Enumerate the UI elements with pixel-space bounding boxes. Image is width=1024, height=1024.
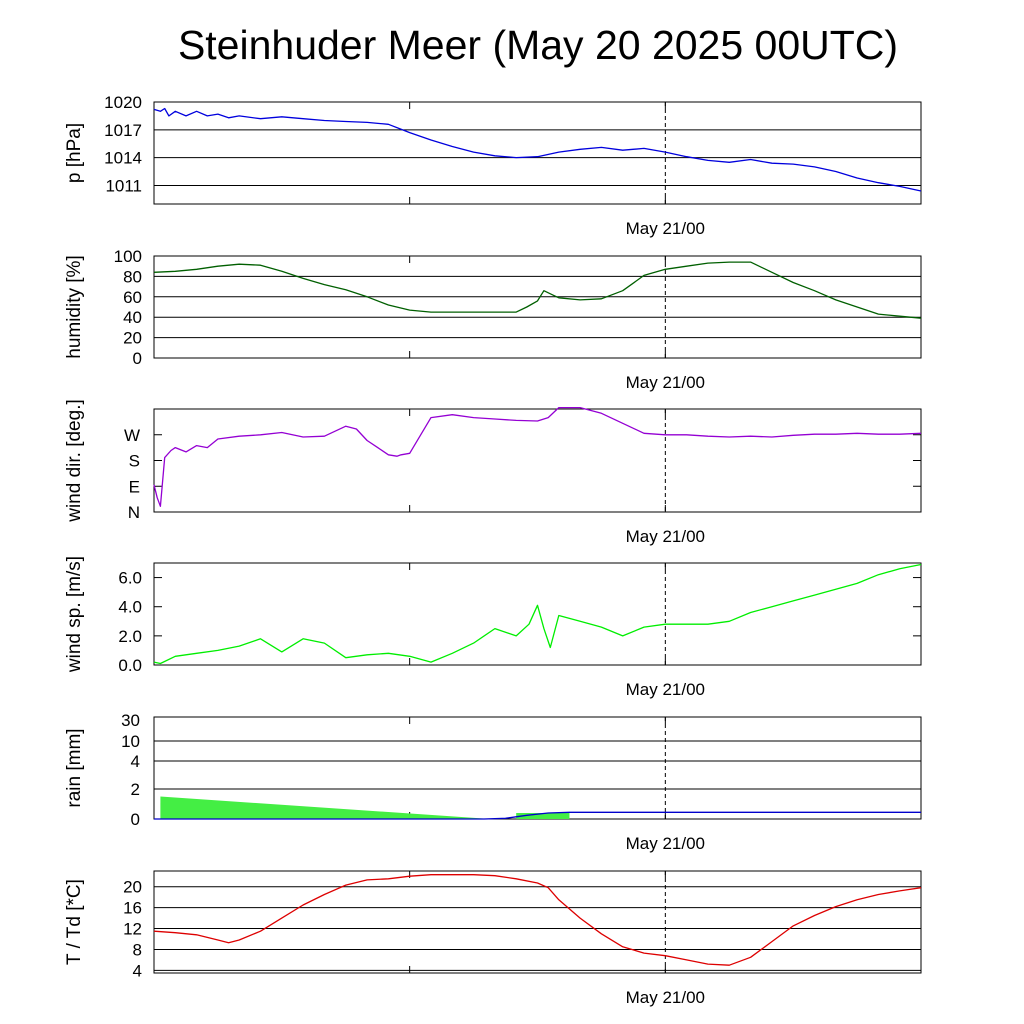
plot-frame [153, 716, 922, 820]
y-tick-label: 20 [123, 329, 142, 348]
y-tick-label: 6.0 [118, 569, 142, 588]
y-tick-label: 4 [133, 961, 142, 980]
x-tick-label: May 21/00 [626, 834, 705, 853]
y-tick-label: 0 [131, 810, 140, 829]
y-tick-label: 80 [123, 267, 142, 286]
y-tick-label: 4 [131, 752, 140, 771]
chart-panel-3 [153, 562, 922, 666]
y-tick-label: S [129, 452, 140, 471]
series-line [153, 406, 922, 507]
y-tick-label: 8 [133, 940, 142, 959]
chart-panel-1 [153, 255, 922, 359]
y-tick-label: 1011 [105, 176, 142, 195]
y-axis-label: wind sp. [m/s] [64, 556, 85, 673]
x-tick-label: May 21/00 [626, 219, 705, 238]
plot-frame [153, 870, 922, 974]
series-line [153, 563, 922, 665]
y-tick-label: 100 [114, 247, 142, 266]
x-tick-label: May 21/00 [626, 988, 705, 1007]
y-axis-label: wind dir. [deg.] [64, 399, 85, 523]
y-tick-label: 1017 [104, 121, 142, 140]
y-tick-label: 2.0 [118, 627, 142, 646]
y-axis-label: humidity [%] [64, 255, 85, 358]
y-tick-label: N [128, 503, 140, 522]
x-tick-label: May 21/00 [626, 373, 705, 392]
series-line [154, 811, 921, 820]
chart-panel-4 [153, 716, 922, 820]
y-tick-label: W [124, 426, 140, 445]
y-tick-label: 60 [123, 288, 142, 307]
y-tick-label: 30 [121, 711, 140, 730]
chart-panel-2 [153, 406, 922, 513]
y-tick-label: 1014 [104, 149, 142, 168]
y-tick-label: 40 [123, 308, 142, 327]
y-axis-label: T / Td [*C] [64, 879, 85, 965]
y-tick-label: E [129, 477, 140, 496]
chart-panel-5 [153, 870, 922, 974]
plot-frame [153, 408, 922, 513]
plot-frame [153, 255, 922, 359]
y-tick-label: 12 [123, 920, 142, 939]
y-tick-label: 0.0 [118, 656, 142, 675]
series-line [153, 107, 922, 192]
x-tick-label: May 21/00 [626, 680, 705, 699]
y-tick-label: 2 [131, 780, 140, 799]
y-tick-label: 10 [121, 732, 140, 751]
plot-frame [153, 101, 922, 205]
temperature-line [153, 874, 922, 966]
chart-panel-0 [153, 101, 922, 205]
y-tick-label: 16 [123, 899, 142, 918]
y-axis-label: p [hPa] [64, 123, 85, 183]
y-axis-label: rain [mm] [64, 728, 85, 807]
y-tick-label: 1020 [104, 93, 142, 112]
y-tick-label: 0 [133, 349, 142, 368]
y-tick-label: 4.0 [118, 598, 142, 617]
page-title: Steinhuder Meer (May 20 2025 00UTC) [177, 22, 899, 68]
series-line [153, 261, 922, 319]
y-tick-label: 20 [123, 878, 142, 897]
x-tick-label: May 21/00 [626, 527, 705, 546]
rain-bar [160, 796, 491, 819]
plot-frame [153, 562, 922, 666]
